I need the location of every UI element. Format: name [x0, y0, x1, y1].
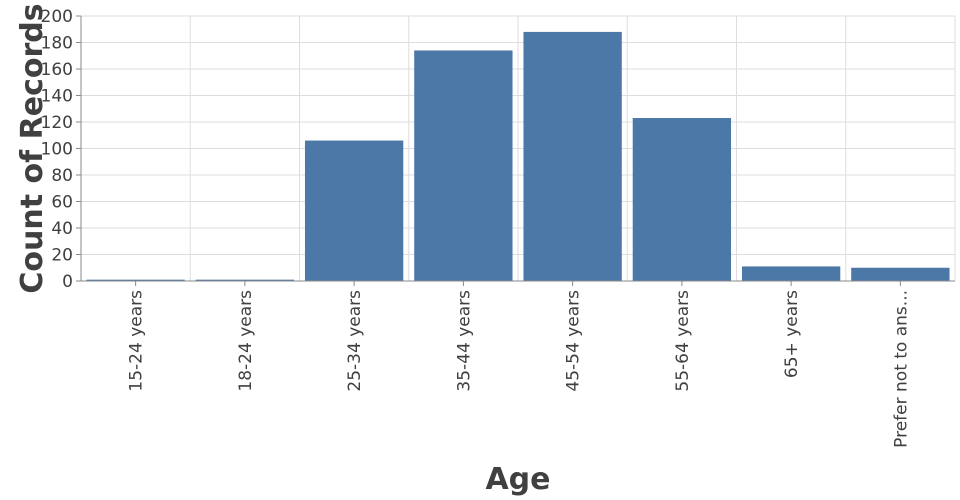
y-tick-label: 120 [41, 113, 73, 133]
bars [86, 31, 950, 282]
bar [851, 267, 950, 281]
bar [523, 31, 622, 282]
y-tick-label: 40 [51, 219, 73, 239]
bar [304, 140, 404, 281]
y-tick-label: 180 [41, 34, 73, 54]
y-tick-label: 140 [41, 87, 73, 107]
bar [741, 266, 841, 281]
y-axis-title: Count of Records [15, 3, 50, 293]
x-tick-label: 15-24 years [127, 290, 147, 392]
x-tick-label: 45-54 years [564, 290, 584, 392]
y-tick-label: 160 [41, 60, 73, 80]
x-tick-label: 18-24 years [236, 290, 256, 392]
bar [86, 279, 185, 281]
y-tick-label: 60 [51, 193, 73, 213]
x-tick-label: 55-64 years [673, 290, 693, 392]
x-axis-title: Age [485, 462, 550, 497]
bar [195, 279, 295, 281]
bar [632, 118, 732, 282]
gridlines [80, 15, 956, 282]
x-axis: 15-24 years 18-24 years 25-34 years 35-44 y… [81, 280, 955, 448]
x-tick-label: 35-44 years [454, 290, 474, 392]
y-tick-label: 100 [41, 140, 73, 160]
x-tick-label: Prefer not to ans... [891, 290, 911, 448]
y-axis: 0 20 40 60 80 100 120 140 160 180 200 [41, 7, 82, 292]
bar [414, 50, 513, 282]
y-tick-label: 200 [41, 7, 73, 27]
x-tick-label: 65+ years [782, 290, 802, 378]
y-tick-label: 20 [51, 246, 73, 266]
y-tick-label: 80 [51, 166, 73, 186]
x-tick-label: 25-34 years [345, 290, 365, 392]
y-tick-label: 0 [62, 272, 73, 292]
